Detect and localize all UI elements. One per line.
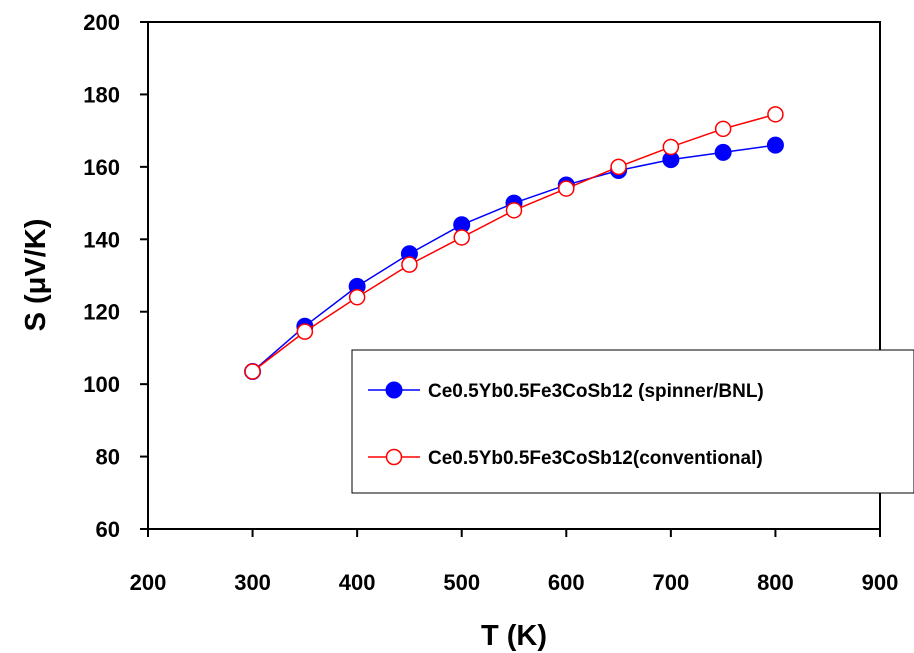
legend-marker bbox=[385, 448, 403, 466]
x-axis: 200 300 400 500 600 700 800 900 bbox=[130, 529, 899, 595]
series-2 bbox=[244, 106, 784, 380]
x-tick-label: 500 bbox=[443, 570, 480, 595]
y-tick-label: 200 bbox=[83, 10, 120, 35]
x-tick-label: 300 bbox=[234, 570, 271, 595]
data-point bbox=[558, 180, 575, 197]
series-line bbox=[252, 144, 776, 373]
data-point bbox=[767, 106, 784, 123]
y-tick-label: 160 bbox=[83, 155, 120, 180]
plot-area bbox=[147, 21, 881, 530]
y-axis-title: S (μV/K) bbox=[20, 219, 52, 332]
data-point bbox=[244, 363, 261, 380]
x-tick-label: 700 bbox=[652, 570, 689, 595]
x-tick-label: 400 bbox=[339, 570, 376, 595]
series-line bbox=[252, 113, 776, 373]
data-point bbox=[662, 138, 680, 156]
data-point bbox=[766, 136, 784, 154]
data-point bbox=[714, 120, 732, 138]
plot-frame bbox=[147, 21, 881, 530]
y-tick-label: 80 bbox=[96, 445, 120, 470]
legend-label: Ce0.5Yb0.5Fe3CoSb12 (spinner/BNL) bbox=[428, 381, 764, 402]
series-layer bbox=[244, 106, 784, 380]
legend: Ce0.5Yb0.5Fe3CoSb12 (spinner/BNL) Ce0.5Yb… bbox=[351, 349, 914, 494]
y-tick-label: 140 bbox=[83, 227, 120, 252]
y-tick-label: 60 bbox=[96, 517, 120, 542]
x-tick-label: 800 bbox=[757, 570, 794, 595]
legend-entry: Ce0.5Yb0.5Fe3CoSb12 (spinner/BNL) bbox=[368, 381, 764, 402]
x-axis-title: T (K) bbox=[481, 620, 547, 652]
data-point bbox=[348, 288, 366, 306]
data-point bbox=[401, 256, 418, 273]
y-tick-label: 100 bbox=[83, 372, 120, 397]
legend-box bbox=[351, 349, 914, 494]
legend-label: Ce0.5Yb0.5Fe3CoSb12(conventional) bbox=[428, 448, 763, 469]
legend-marker bbox=[385, 381, 403, 399]
data-point bbox=[296, 323, 314, 340]
y-tick-label: 120 bbox=[83, 300, 120, 325]
y-axis: 60 80 100 120 140 160 180 200 bbox=[83, 10, 148, 542]
legend-entry: Ce0.5Yb0.5Fe3CoSb12(conventional) bbox=[368, 448, 763, 469]
x-tick-label: 200 bbox=[130, 570, 167, 595]
data-point bbox=[453, 229, 470, 246]
data-point bbox=[505, 202, 523, 219]
x-tick-label: 900 bbox=[862, 570, 899, 595]
data-point bbox=[714, 143, 732, 161]
y-tick-label: 180 bbox=[83, 82, 120, 107]
series-1 bbox=[244, 136, 784, 380]
x-tick-label: 600 bbox=[548, 570, 585, 595]
data-point bbox=[610, 158, 627, 176]
